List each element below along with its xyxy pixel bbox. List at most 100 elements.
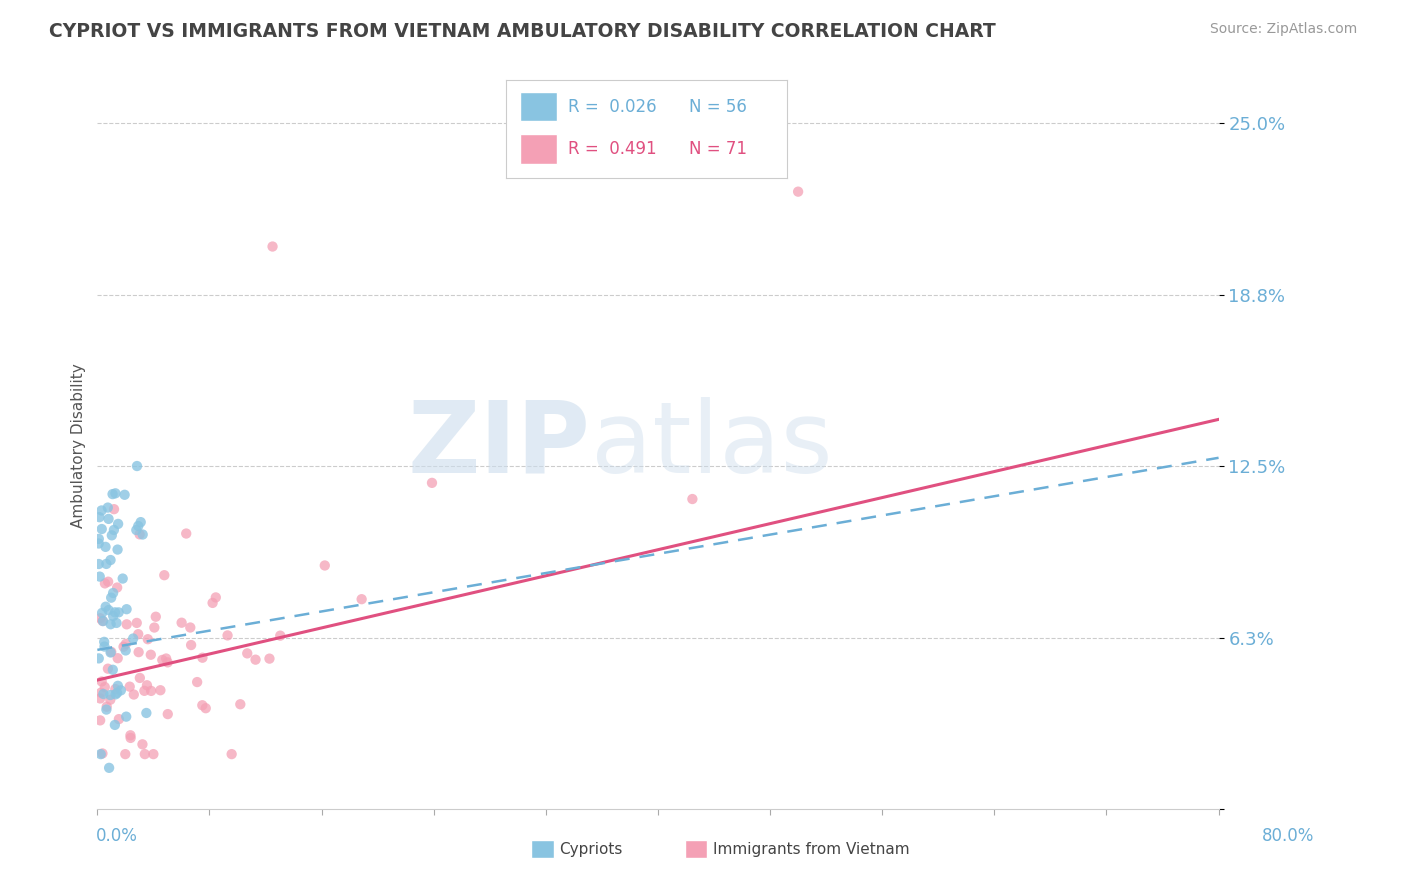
- Point: [101, 663, 124, 677]
- Point: [136, 632, 159, 647]
- Point: [136, 678, 159, 692]
- Point: [98, 688, 121, 702]
- Point: [93, 635, 115, 649]
- Point: [114, 488, 136, 502]
- Point: [87, 536, 110, 550]
- Text: 0.0%: 0.0%: [96, 827, 138, 845]
- Point: [104, 718, 127, 732]
- Point: [98, 761, 121, 775]
- Point: [191, 698, 214, 713]
- Point: [103, 502, 125, 516]
- Point: [125, 523, 148, 537]
- Point: [96, 557, 118, 571]
- Point: [120, 728, 142, 742]
- Point: [134, 747, 156, 761]
- Point: [120, 731, 142, 745]
- Text: Source: ZipAtlas.com: Source: ZipAtlas.com: [1209, 22, 1357, 37]
- Text: N = 56: N = 56: [689, 98, 747, 116]
- Point: [111, 572, 134, 586]
- Point: [127, 519, 149, 533]
- Point: [89, 510, 111, 524]
- Point: [128, 645, 150, 659]
- Point: [104, 486, 127, 500]
- Point: [156, 656, 179, 670]
- Point: [90, 747, 112, 761]
- Point: [135, 706, 157, 720]
- Point: [118, 680, 141, 694]
- Text: CYPRIOT VS IMMIGRANTS FROM VIETNAM AMBULATORY DISABILITY CORRELATION CHART: CYPRIOT VS IMMIGRANTS FROM VIETNAM AMBUL…: [49, 22, 995, 41]
- Point: [105, 581, 128, 595]
- Point: [100, 617, 122, 632]
- Point: [115, 637, 138, 651]
- Point: [91, 747, 114, 761]
- Point: [89, 569, 111, 583]
- Point: [104, 687, 127, 701]
- Text: ZIP: ZIP: [408, 397, 591, 494]
- Point: [115, 602, 138, 616]
- Point: [101, 487, 124, 501]
- Point: [100, 591, 122, 605]
- Point: [91, 614, 114, 628]
- Point: [221, 747, 243, 761]
- Point: [145, 609, 167, 624]
- Point: [125, 458, 148, 473]
- Point: [96, 699, 118, 714]
- Point: [150, 653, 173, 667]
- Point: [186, 675, 208, 690]
- Point: [114, 747, 136, 761]
- Point: [204, 591, 226, 605]
- Point: [107, 516, 129, 531]
- Point: [87, 532, 110, 546]
- Text: Cypriots: Cypriots: [560, 842, 623, 856]
- Point: [236, 646, 259, 660]
- Point: [787, 185, 810, 199]
- Point: [90, 522, 112, 536]
- Point: [101, 609, 124, 624]
- Point: [97, 500, 120, 515]
- Point: [143, 621, 166, 635]
- Point: [122, 688, 145, 702]
- Point: [125, 615, 148, 630]
- Text: atlas: atlas: [591, 397, 832, 494]
- Point: [174, 526, 197, 541]
- Point: [90, 503, 112, 517]
- FancyBboxPatch shape: [520, 134, 557, 164]
- Point: [191, 650, 214, 665]
- Point: [194, 701, 217, 715]
- Point: [89, 611, 111, 625]
- FancyBboxPatch shape: [520, 92, 557, 121]
- Point: [105, 686, 128, 700]
- Point: [98, 692, 121, 706]
- Point: [91, 614, 114, 628]
- Point: [87, 557, 110, 571]
- Point: [90, 674, 112, 689]
- Point: [139, 648, 162, 662]
- Point: [229, 698, 252, 712]
- Point: [107, 605, 129, 619]
- Point: [156, 707, 179, 722]
- Point: [128, 527, 150, 541]
- Point: [90, 686, 112, 700]
- Point: [94, 599, 117, 614]
- Point: [681, 491, 703, 506]
- Point: [141, 684, 163, 698]
- Text: 80.0%: 80.0%: [1263, 827, 1315, 845]
- Point: [97, 574, 120, 589]
- Point: [245, 653, 267, 667]
- Point: [104, 682, 127, 697]
- Point: [93, 640, 115, 654]
- Point: [122, 632, 145, 646]
- Text: R =  0.026: R = 0.026: [568, 98, 657, 116]
- Point: [87, 651, 110, 665]
- Point: [97, 512, 120, 526]
- Point: [100, 553, 122, 567]
- Point: [93, 687, 115, 701]
- Point: [103, 523, 125, 537]
- Point: [350, 592, 373, 607]
- Point: [91, 606, 114, 620]
- Point: [89, 714, 111, 728]
- Point: [110, 683, 132, 698]
- Point: [108, 712, 131, 726]
- Point: [107, 542, 129, 557]
- Point: [115, 617, 138, 632]
